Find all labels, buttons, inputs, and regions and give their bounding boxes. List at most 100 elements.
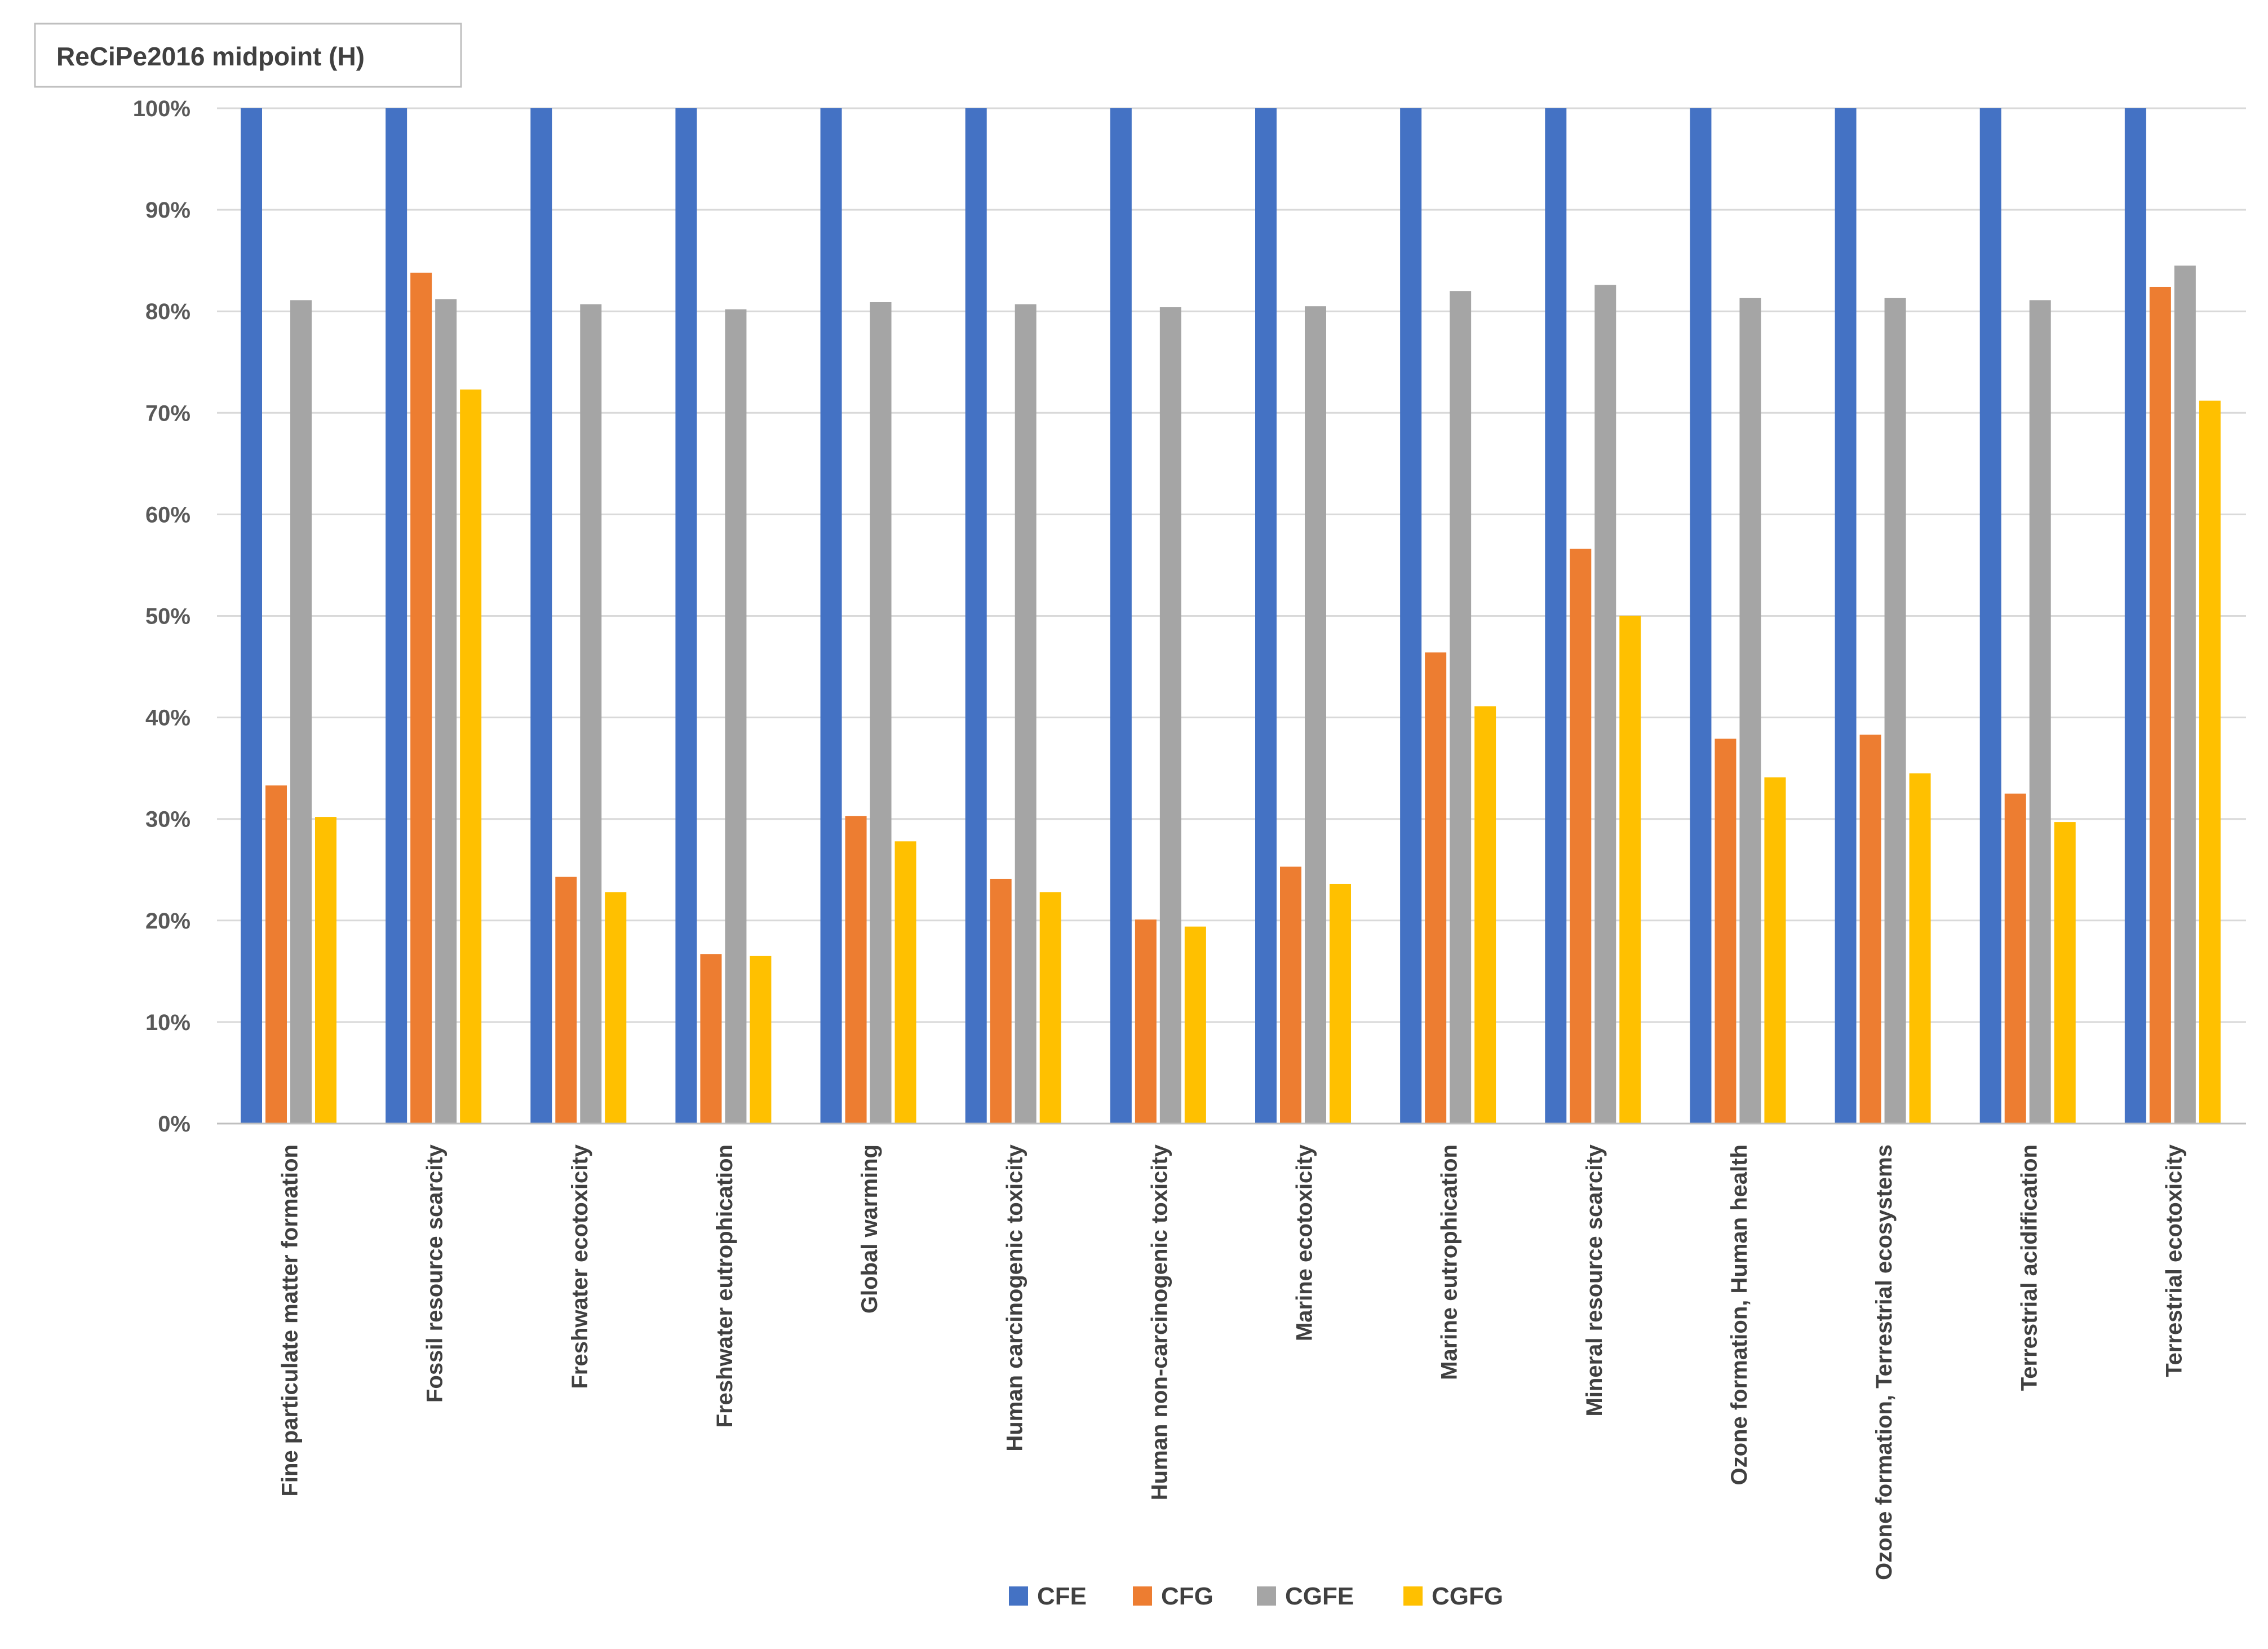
- bar-cgfg: [605, 892, 627, 1124]
- bar-cgfg: [1039, 892, 1061, 1124]
- chart-title: ReCiPe2016 midpoint (H): [56, 42, 365, 71]
- bar-cfg: [1135, 919, 1157, 1124]
- bar-cgfe: [435, 299, 457, 1124]
- y-tick-label: 80%: [145, 299, 191, 324]
- y-tick-label: 30%: [145, 807, 191, 832]
- gridlines: [217, 107, 2246, 1023]
- bar-cfg: [1715, 739, 1737, 1124]
- bar-cgfg: [315, 817, 336, 1124]
- bar-group: [1110, 108, 1206, 1124]
- bar-cgfe: [1305, 306, 1326, 1124]
- y-tick-label: 50%: [145, 604, 191, 629]
- bar-group: [241, 108, 336, 1124]
- bar-group: [675, 108, 772, 1124]
- bar-group: [965, 108, 1061, 1124]
- bar-cfe: [1255, 108, 1277, 1124]
- bar-cfg: [265, 785, 287, 1124]
- category-label: Mineral resource scarcity: [1582, 1144, 1607, 1416]
- bar-cfg: [990, 878, 1012, 1124]
- legend-item: CFG: [1133, 1582, 1213, 1610]
- bar-cfe: [2124, 108, 2146, 1124]
- y-axis-ticks: 0% 10% 20% 30% 40% 50% 60% 70% 80% 90% 100%: [133, 96, 191, 1137]
- category-label: Global warming: [857, 1144, 882, 1314]
- category-labels: Fine particulate matter formation Fossil …: [278, 1144, 2187, 1580]
- bar-cgfe: [725, 309, 747, 1124]
- bar-cfe: [1690, 108, 1712, 1124]
- category-label: Terrestrial ecotoxicity: [2161, 1144, 2186, 1377]
- bar-cgfg: [1764, 777, 1786, 1124]
- y-tick-label: 90%: [145, 198, 191, 223]
- bar-cgfg: [2199, 400, 2221, 1124]
- bar-cfe: [530, 108, 552, 1124]
- bar-cgfe: [1450, 291, 1472, 1124]
- bar-cgfe: [1884, 298, 1906, 1124]
- bar-cgfg: [1184, 926, 1206, 1124]
- bar-cgfg: [750, 956, 772, 1124]
- y-tick-label: 70%: [145, 401, 191, 426]
- bar-cgfe: [1015, 304, 1036, 1124]
- bar-group: [530, 108, 627, 1124]
- bar-cgfg: [1909, 773, 1931, 1124]
- bar-cgfe: [2029, 300, 2051, 1124]
- category-label: Human carcinogenic toxicity: [1002, 1144, 1027, 1451]
- category-label: Fossil resource scarcity: [423, 1144, 448, 1403]
- bar-group: [1835, 108, 1931, 1124]
- bar-cfe: [1835, 108, 1857, 1124]
- bar-cfg: [1425, 652, 1447, 1124]
- bar-cfg: [1859, 735, 1881, 1124]
- legend-item: CGFE: [1257, 1582, 1354, 1610]
- bar-cfg: [555, 877, 577, 1124]
- bar-cfg: [410, 272, 432, 1124]
- y-tick-label: 10%: [145, 1010, 191, 1035]
- bar-cfe: [1545, 108, 1567, 1124]
- bar-cfe: [1110, 108, 1132, 1124]
- bar-group: [386, 108, 482, 1124]
- chart-title-box: ReCiPe2016 midpoint (H): [34, 23, 462, 88]
- bar-group: [1545, 108, 1641, 1124]
- bar-cgfe: [290, 300, 312, 1124]
- category-label: Freshwater eutrophication: [712, 1144, 737, 1427]
- category-label: Freshwater ecotoxicity: [568, 1144, 592, 1389]
- bar-cgfe: [1594, 285, 1616, 1124]
- legend-item: CFE: [1009, 1582, 1087, 1610]
- bar-cgfe: [1739, 298, 1761, 1124]
- bar-cgfg: [894, 841, 916, 1124]
- category-label: Marine ecotoxicity: [1292, 1144, 1317, 1341]
- bar-cfe: [1979, 108, 2001, 1124]
- category-label: Ozone formation, Terrestrial ecosystems: [1872, 1144, 1897, 1580]
- legend-label: CFG: [1161, 1582, 1213, 1610]
- legend-swatch: [1257, 1586, 1276, 1606]
- legend-swatch: [1403, 1586, 1423, 1606]
- bar-group: [1255, 108, 1351, 1124]
- bar-cfe: [1400, 108, 1422, 1124]
- bar-cgfg: [1474, 706, 1496, 1124]
- bar-cgfg: [1619, 616, 1641, 1124]
- bar-cfg: [2004, 793, 2026, 1124]
- legend-label: CGFG: [1432, 1582, 1503, 1610]
- bar-cfe: [241, 108, 262, 1124]
- bar-group: [1400, 108, 1496, 1124]
- bar-group: [820, 108, 916, 1124]
- bar-group: [1690, 108, 1786, 1124]
- bar-cfg: [1570, 549, 1592, 1124]
- legend-item: CGFG: [1403, 1582, 1503, 1610]
- bar-cgfe: [2174, 266, 2196, 1124]
- legend-swatch: [1133, 1586, 1152, 1606]
- category-label: Ozone formation, Human health: [1727, 1144, 1752, 1485]
- legend-swatch: [1009, 1586, 1028, 1606]
- bar-cfg: [2149, 286, 2171, 1124]
- category-label: Marine eutrophication: [1437, 1144, 1462, 1380]
- category-label: Fine particulate matter formation: [278, 1144, 303, 1497]
- bar-cfg: [845, 816, 867, 1124]
- bar-cgfe: [1159, 307, 1181, 1124]
- bar-cgfe: [870, 302, 892, 1124]
- legend-label: CGFE: [1285, 1582, 1354, 1610]
- y-tick-label: 40%: [145, 706, 191, 731]
- bar-cfe: [386, 108, 407, 1124]
- y-tick-label: 20%: [145, 909, 191, 934]
- bar-cfe: [675, 108, 697, 1124]
- legend-label: CFE: [1037, 1582, 1087, 1610]
- bar-cgfg: [1330, 883, 1351, 1124]
